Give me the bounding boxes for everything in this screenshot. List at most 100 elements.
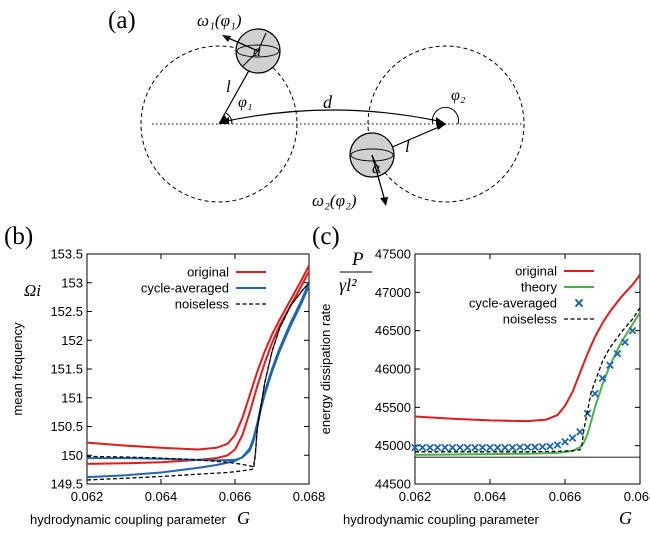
y-axis-label-c: energy dissipation rate bbox=[318, 304, 333, 435]
x-tick-label-c: 0.068 bbox=[624, 489, 650, 504]
y-tick-label-b: 151 bbox=[61, 390, 83, 405]
data-point-cycle-averaged-c bbox=[621, 338, 629, 347]
phi2-label: φ₂ bbox=[451, 87, 466, 104]
x-axis-label-c: hydrodynamic coupling parameter bbox=[343, 512, 539, 527]
y-tick-label-c: 44500 bbox=[375, 477, 411, 492]
data-point-cycle-averaged-c bbox=[598, 374, 607, 383]
y-tick-label-c: 45500 bbox=[375, 400, 411, 415]
data-point-cycle-averaged-c bbox=[561, 437, 569, 446]
legend-label-original-c: original bbox=[515, 264, 557, 279]
y-tick-label-c: 46500 bbox=[375, 323, 411, 338]
panel-label-c: (c) bbox=[312, 223, 340, 250]
data-point-cycle-averaged-c bbox=[628, 326, 637, 335]
data-point-cycle-averaged-c bbox=[501, 443, 509, 452]
arm-2 bbox=[389, 123, 447, 149]
series-line-cycle-averaged-b bbox=[86, 282, 310, 479]
omega1-label: ω₁(φ₁) bbox=[197, 11, 242, 30]
orbit-2 bbox=[367, 45, 525, 203]
radius-label-2: a bbox=[372, 160, 380, 177]
x-axis-symbol-b: G bbox=[237, 508, 250, 528]
data-point-cycle-averaged-c bbox=[531, 443, 539, 452]
legend-label-noiseless-c: noiseless bbox=[503, 312, 558, 327]
x-tick-label-c: 0.062 bbox=[399, 489, 432, 504]
y-tick-label-b: 152.5 bbox=[50, 304, 83, 319]
series-line-theory-c bbox=[414, 311, 641, 456]
chart-b: (b) 0.062 0.064 0.066 0.068 149.5 150 150.5 151… bbox=[4, 223, 325, 528]
y-tick-label-c: 45000 bbox=[375, 438, 411, 453]
x-axis-symbol-c: G bbox=[619, 508, 632, 528]
data-point-cycle-averaged-c bbox=[568, 434, 577, 442]
y-tick-label-b: 152 bbox=[61, 333, 83, 348]
radius-label-1: a bbox=[253, 43, 261, 60]
y-tick-label-b: 150.5 bbox=[50, 419, 83, 434]
data-point-cycle-averaged-c bbox=[493, 443, 502, 452]
data-point-cycle-averaged-c bbox=[463, 443, 472, 452]
chart-b-series bbox=[86, 265, 310, 481]
legend-marker-cycle-averaged-c bbox=[574, 298, 584, 308]
legend-label-cycle-averaged-b: cycle-averaged bbox=[141, 281, 229, 296]
x-tick-label-b: 0.062 bbox=[71, 489, 104, 504]
chart-c-series bbox=[411, 274, 641, 458]
data-point-cycle-averaged-c bbox=[508, 443, 517, 452]
series-line-original-c bbox=[414, 274, 641, 423]
y-tick-label-b: 150 bbox=[61, 448, 83, 463]
x-tick-label-c: 0.064 bbox=[474, 489, 507, 504]
data-point-cycle-averaged-c bbox=[613, 349, 622, 358]
y-tick-label-b: 149.5 bbox=[50, 477, 83, 492]
data-point-cycle-averaged-c bbox=[448, 443, 457, 452]
data-point-cycle-averaged-c bbox=[471, 443, 479, 452]
chart-c: (c) 0.062 0.064 0.066 0.068 44500 45000 45500 4… bbox=[312, 223, 650, 528]
arm-label-1: l bbox=[226, 77, 231, 96]
y-axis-label-b: mean frequency bbox=[10, 322, 25, 416]
y-tick-label-b: 153.5 bbox=[50, 247, 83, 262]
data-point-cycle-averaged-c bbox=[441, 443, 449, 452]
x-tick-label-b: 0.064 bbox=[145, 489, 178, 504]
phi1-label: φ₁ bbox=[238, 94, 252, 111]
phi1-arc bbox=[225, 112, 233, 125]
arm-label-2: l bbox=[405, 137, 410, 156]
phi2-arc bbox=[432, 107, 459, 125]
omega2-label: ω₂(φ₂) bbox=[312, 191, 357, 210]
panel-label-a: (a) bbox=[108, 7, 136, 34]
series-line-original-b bbox=[86, 265, 310, 451]
data-point-cycle-averaged-c bbox=[546, 442, 554, 451]
y-axis-symbol-den-c: γl² bbox=[339, 275, 357, 295]
series-line-noiseless-c bbox=[415, 307, 641, 453]
x-tick-label-b: 0.066 bbox=[219, 489, 252, 504]
data-point-cycle-averaged-c bbox=[456, 443, 464, 452]
y-tick-label-b: 151.5 bbox=[50, 362, 83, 377]
orbit-1 bbox=[140, 45, 298, 203]
series-line-cycle-averaged-b bbox=[87, 285, 310, 462]
x-tick-label-c: 0.066 bbox=[549, 489, 582, 504]
y-tick-label-b: 153 bbox=[61, 275, 83, 290]
series-line-noiseless-b bbox=[86, 282, 310, 481]
panel-label-b: (b) bbox=[4, 223, 33, 250]
legend-label-theory-c: theory bbox=[521, 280, 558, 295]
sphere-2: a bbox=[349, 123, 447, 206]
data-point-cycle-averaged-c bbox=[486, 443, 494, 452]
legend-label-noiseless-b: noiseless bbox=[175, 297, 230, 312]
data-point-cycle-averaged-c bbox=[411, 443, 419, 452]
data-point-cycle-averaged-c bbox=[418, 443, 427, 452]
legend-label-cycle-averaged-c: cycle-averaged bbox=[469, 296, 557, 311]
data-point-cycle-averaged-c bbox=[523, 443, 532, 452]
data-point-cycle-averaged-c bbox=[433, 443, 442, 452]
data-point-cycle-averaged-c bbox=[553, 441, 562, 449]
y-tick-label-c: 46000 bbox=[375, 362, 411, 377]
data-point-cycle-averaged-c bbox=[591, 389, 599, 398]
distance-arrow bbox=[221, 109, 444, 123]
sphere-1: a bbox=[218, 28, 281, 125]
y-axis-symbol-b: Ωi bbox=[24, 281, 41, 300]
y-axis-symbol-num-c: P bbox=[351, 249, 364, 270]
series-line-noiseless-b bbox=[86, 282, 310, 468]
data-point-cycle-averaged-c bbox=[426, 443, 434, 452]
data-point-cycle-averaged-c bbox=[576, 428, 584, 436]
data-point-cycle-averaged-c bbox=[478, 443, 487, 452]
x-tick-label-b: 0.068 bbox=[293, 489, 326, 504]
y-tick-label-c: 47000 bbox=[375, 285, 411, 300]
x-axis-label-b: hydrodynamic coupling parameter bbox=[30, 512, 226, 527]
data-point-cycle-averaged-c bbox=[606, 361, 614, 370]
